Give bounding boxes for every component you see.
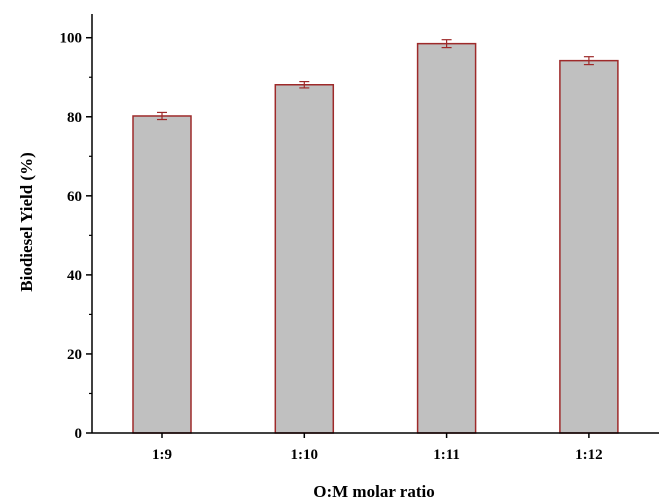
y-tick-label: 80 (67, 110, 82, 126)
y-ticks-group: 0 20 40 60 80 100 (60, 31, 92, 442)
x-axis-title: O:M molar ratio (313, 482, 434, 501)
y-tick-label: 40 (67, 268, 82, 284)
x-tick-label: 1:9 (152, 447, 172, 463)
x-tick-label: 1:11 (433, 447, 460, 463)
y-tick-label: 0 (75, 426, 83, 442)
y-axis-title: Biodiesel Yield (%) (17, 152, 36, 291)
x-tick-label: 1:12 (575, 447, 603, 463)
bar-1:12 (559, 59, 619, 434)
bar-1:11 (416, 42, 477, 434)
y-tick-label: 20 (67, 347, 82, 363)
y-tick-label: 100 (60, 31, 83, 47)
bar-1:9 (132, 115, 192, 434)
bar-1:10 (274, 84, 335, 434)
y-tick-label: 60 (67, 189, 82, 205)
bars-group (132, 42, 619, 434)
x-tick-label: 1:10 (291, 447, 319, 463)
axes-group (91, 14, 659, 434)
error-bars-group (157, 39, 594, 121)
x-ticks-group: 1:9 1:10 1:11 1:12 (152, 433, 603, 463)
